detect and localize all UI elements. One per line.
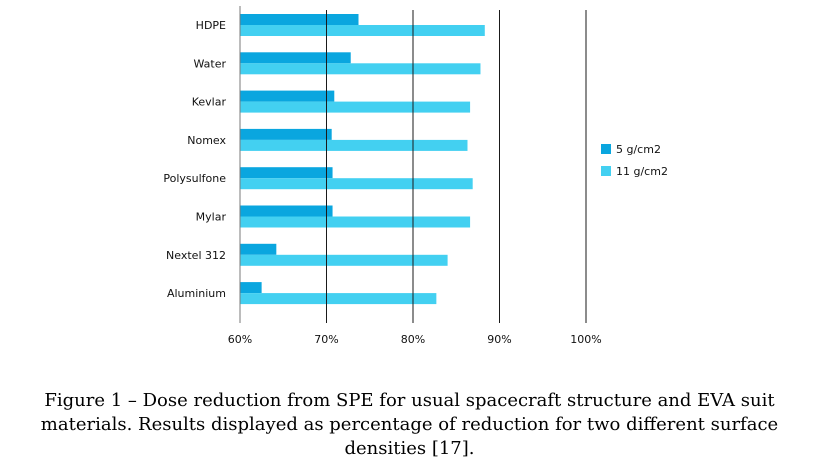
x-tick-label: 100% bbox=[570, 333, 601, 346]
category-label: Nextel 312 bbox=[166, 249, 226, 262]
bar-nextel-312-series-1 bbox=[240, 243, 277, 255]
bar-nextel-312-series-2 bbox=[240, 254, 448, 266]
category-label: Nomex bbox=[187, 134, 226, 147]
legend: 5 g/cm2 11 g/cm2 bbox=[601, 143, 668, 178]
category-label: HDPE bbox=[196, 19, 226, 32]
labels-layer: HDPE Water Kevlar Nomex Polysulfone Mylar Next… bbox=[163, 19, 601, 346]
category-label: Mylar bbox=[196, 211, 227, 224]
x-tick-label: 90% bbox=[487, 333, 511, 346]
bar-mylar-series-2 bbox=[240, 216, 471, 228]
category-label: Polysulfone bbox=[163, 172, 226, 185]
legend-swatch bbox=[601, 166, 611, 176]
bar-water-series-2 bbox=[240, 63, 481, 75]
bars-layer bbox=[240, 14, 485, 305]
legend-label: 5 g/cm2 bbox=[616, 143, 661, 156]
legend-label: 11 g/cm2 bbox=[616, 165, 668, 178]
bar-hdpe-series-2 bbox=[240, 25, 485, 36]
x-tick-label: 80% bbox=[401, 333, 425, 346]
bar-nomex-series-1 bbox=[240, 128, 332, 140]
bar-nomex-series-2 bbox=[240, 139, 468, 151]
grid-layer bbox=[239, 6, 587, 323]
bar-kevlar-series-1 bbox=[240, 90, 335, 102]
bar-hdpe-series-1 bbox=[240, 14, 359, 25]
chart: HDPE Water Kevlar Nomex Polysulfone Mylar Next… bbox=[163, 6, 668, 346]
category-label: Aluminium bbox=[167, 287, 226, 300]
bar-polysulfone-series-1 bbox=[240, 167, 333, 179]
category-label: Kevlar bbox=[192, 96, 227, 109]
bar-polysulfone-series-2 bbox=[240, 178, 473, 190]
bar-aluminium-series-1 bbox=[240, 282, 262, 294]
x-tick-label: 70% bbox=[314, 333, 338, 346]
bar-water-series-1 bbox=[240, 52, 351, 64]
category-label: Water bbox=[193, 57, 226, 70]
bar-mylar-series-1 bbox=[240, 205, 333, 217]
bar-kevlar-series-2 bbox=[240, 101, 471, 113]
bar-aluminium-series-2 bbox=[240, 293, 437, 305]
legend-swatch bbox=[601, 144, 611, 154]
figure-caption: Figure 1 – Dose reduction from SPE for u… bbox=[40, 390, 779, 459]
x-tick-label: 60% bbox=[228, 333, 252, 346]
